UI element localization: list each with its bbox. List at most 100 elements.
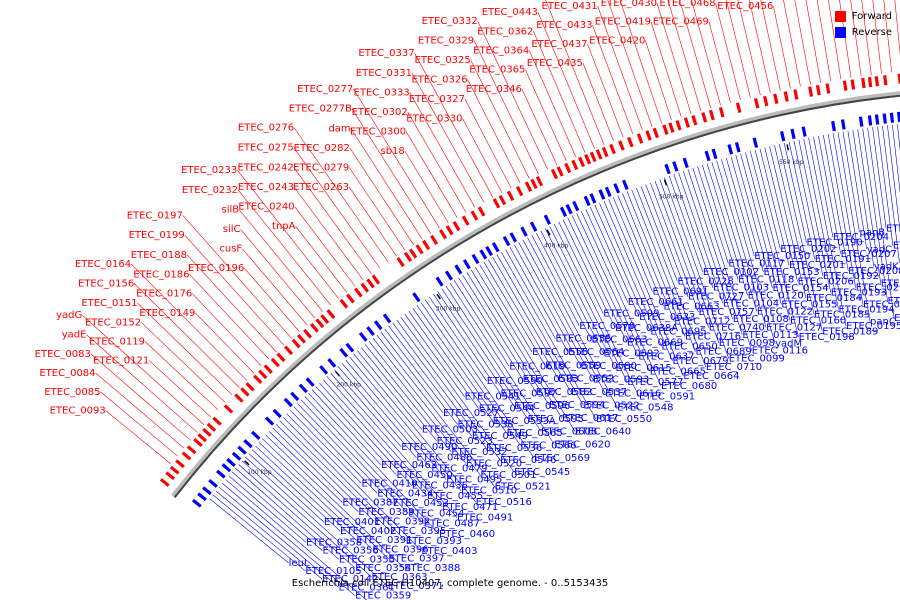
reverse-gene-leader	[225, 479, 368, 600]
forward-gene-leader	[760, 0, 781, 91]
reverse-gene-leader	[376, 334, 495, 487]
reverse-gene-leader	[706, 163, 748, 296]
forward-feature	[842, 80, 848, 91]
reverse-gene-leader	[360, 347, 437, 441]
reverse-gene-leader	[603, 201, 673, 362]
forward-gene-label: ETEC_0327	[409, 94, 465, 105]
reverse-gene-label: ETEC_0523	[437, 436, 493, 447]
forward-gene-leader	[293, 147, 381, 269]
reverse-gene-label: ETEC_0434	[377, 488, 433, 499]
forward-gene-label: cusF	[219, 244, 242, 255]
forward-gene-leader	[650, 21, 682, 118]
reverse-gene-leader	[793, 140, 824, 276]
forward-feature	[297, 334, 307, 344]
reverse-feature	[604, 186, 612, 198]
forward-gene-label: dam	[328, 123, 350, 134]
reverse-gene-label: ETEC_0391	[356, 535, 412, 546]
forward-feature	[202, 427, 212, 437]
reverse-gene-leader	[262, 438, 389, 559]
forward-feature	[808, 86, 814, 97]
reverse-feature	[664, 163, 671, 175]
reverse-feature	[485, 245, 493, 257]
reverse-gene-label: ETEC_0150	[754, 251, 810, 262]
forward-gene-leader	[348, 186, 397, 257]
strand-legend: Forward Reverse	[834, 8, 892, 40]
reverse-feature	[251, 430, 261, 440]
reverse-gene-label: ETEC_0118	[738, 274, 794, 285]
reverse-gene-leader	[372, 337, 481, 476]
forward-gene-leader	[805, 0, 821, 83]
reverse-gene-leader	[580, 211, 662, 387]
reverse-gene-label: ETEC_0665	[650, 366, 706, 377]
reverse-gene-label: ETEC_0104	[723, 298, 779, 309]
forward-gene-leader	[850, 0, 862, 77]
scale-tick	[663, 179, 668, 186]
reverse-gene-label: ETEC_0501	[480, 470, 536, 481]
reverse-feature	[831, 120, 836, 132]
reverse-feature	[226, 457, 236, 467]
forward-gene-leader	[243, 267, 300, 332]
reverse-gene-label: ETEC_0137	[894, 313, 900, 324]
forward-gene-leader	[184, 235, 285, 346]
reverse-gene-leader	[483, 261, 546, 366]
forward-feature	[861, 77, 866, 89]
reverse-feature	[572, 200, 580, 212]
forward-gene-leader	[545, 0, 605, 145]
reverse-feature	[191, 498, 202, 508]
reverse-gene-label: ETEC_0392	[374, 516, 430, 527]
reverse-gene-label: ETEC_0142	[322, 574, 378, 585]
reverse-gene-label: ETEC_0616	[605, 388, 661, 399]
reverse-gene-label: ETEC_0503	[422, 425, 478, 436]
forward-feature	[589, 151, 597, 163]
reverse-gene-label: ETEC_0388	[404, 563, 460, 574]
reverse-feature	[243, 439, 253, 449]
reverse-gene-label: leuL	[289, 558, 310, 569]
reverse-gene-label: ETEC_0195	[846, 321, 900, 332]
forward-gene-leader	[715, 3, 741, 101]
forward-feature	[175, 459, 185, 469]
forward-gene-leader	[293, 127, 389, 263]
reverse-feature	[208, 478, 218, 488]
forward-gene-leader	[587, 43, 624, 138]
forward-gene-label: ETEC_0456	[717, 1, 773, 12]
reverse-gene-label: ETEC_0359	[355, 591, 411, 600]
forward-gene-label: ETEC_0494	[783, 0, 839, 1]
reverse-feature	[613, 183, 621, 194]
forward-feature	[240, 387, 250, 397]
reverse-gene-label: ETEC_0594	[549, 400, 605, 411]
reverse-gene-label: ETEC_0691	[652, 286, 708, 297]
reverse-gene-leader	[716, 160, 767, 328]
reverse-gene-leader	[818, 135, 841, 254]
scale-tick-label: 400 kbp	[544, 243, 569, 250]
forward-feature	[245, 382, 255, 392]
reverse-gene-label: ETEC_0757	[698, 307, 754, 318]
reverse-gene-label: ETEC_0597	[500, 389, 556, 400]
reverse-gene-leader	[514, 244, 581, 366]
forward-gene-label: ETEC_0430	[601, 0, 657, 9]
reverse-gene-label: ETEC_0463	[381, 460, 437, 471]
reverse-gene-label: ETEC_0113	[742, 330, 798, 341]
forward-feature	[867, 76, 873, 88]
reverse-gene-leader	[518, 242, 594, 380]
reverse-gene-leader	[445, 285, 542, 432]
reverse-gene-label: ETEC_0455	[427, 491, 483, 502]
reverse-gene-label: ETEC_0577	[627, 377, 683, 388]
forward-gene-label: tnpA	[272, 221, 296, 232]
reverse-gene-leader	[522, 239, 606, 394]
reverse-gene-leader	[631, 189, 696, 352]
scale-tick	[244, 460, 250, 466]
reverse-gene-label: ETEC_0599	[603, 309, 659, 320]
forward-gene-leader	[144, 341, 219, 411]
reverse-gene-leader	[509, 247, 569, 353]
reverse-gene-leader	[466, 272, 550, 406]
forward-gene-leader	[773, 6, 791, 89]
forward-gene-leader	[473, 40, 539, 175]
forward-feature	[346, 293, 355, 304]
forward-gene-leader	[462, 118, 503, 193]
forward-gene-leader	[414, 53, 494, 198]
forward-gene-leader	[189, 274, 270, 360]
forward-gene-leader	[816, 0, 832, 81]
forward-gene-label: ETEC_0093	[50, 406, 106, 417]
reverse-gene-leader	[241, 460, 372, 578]
